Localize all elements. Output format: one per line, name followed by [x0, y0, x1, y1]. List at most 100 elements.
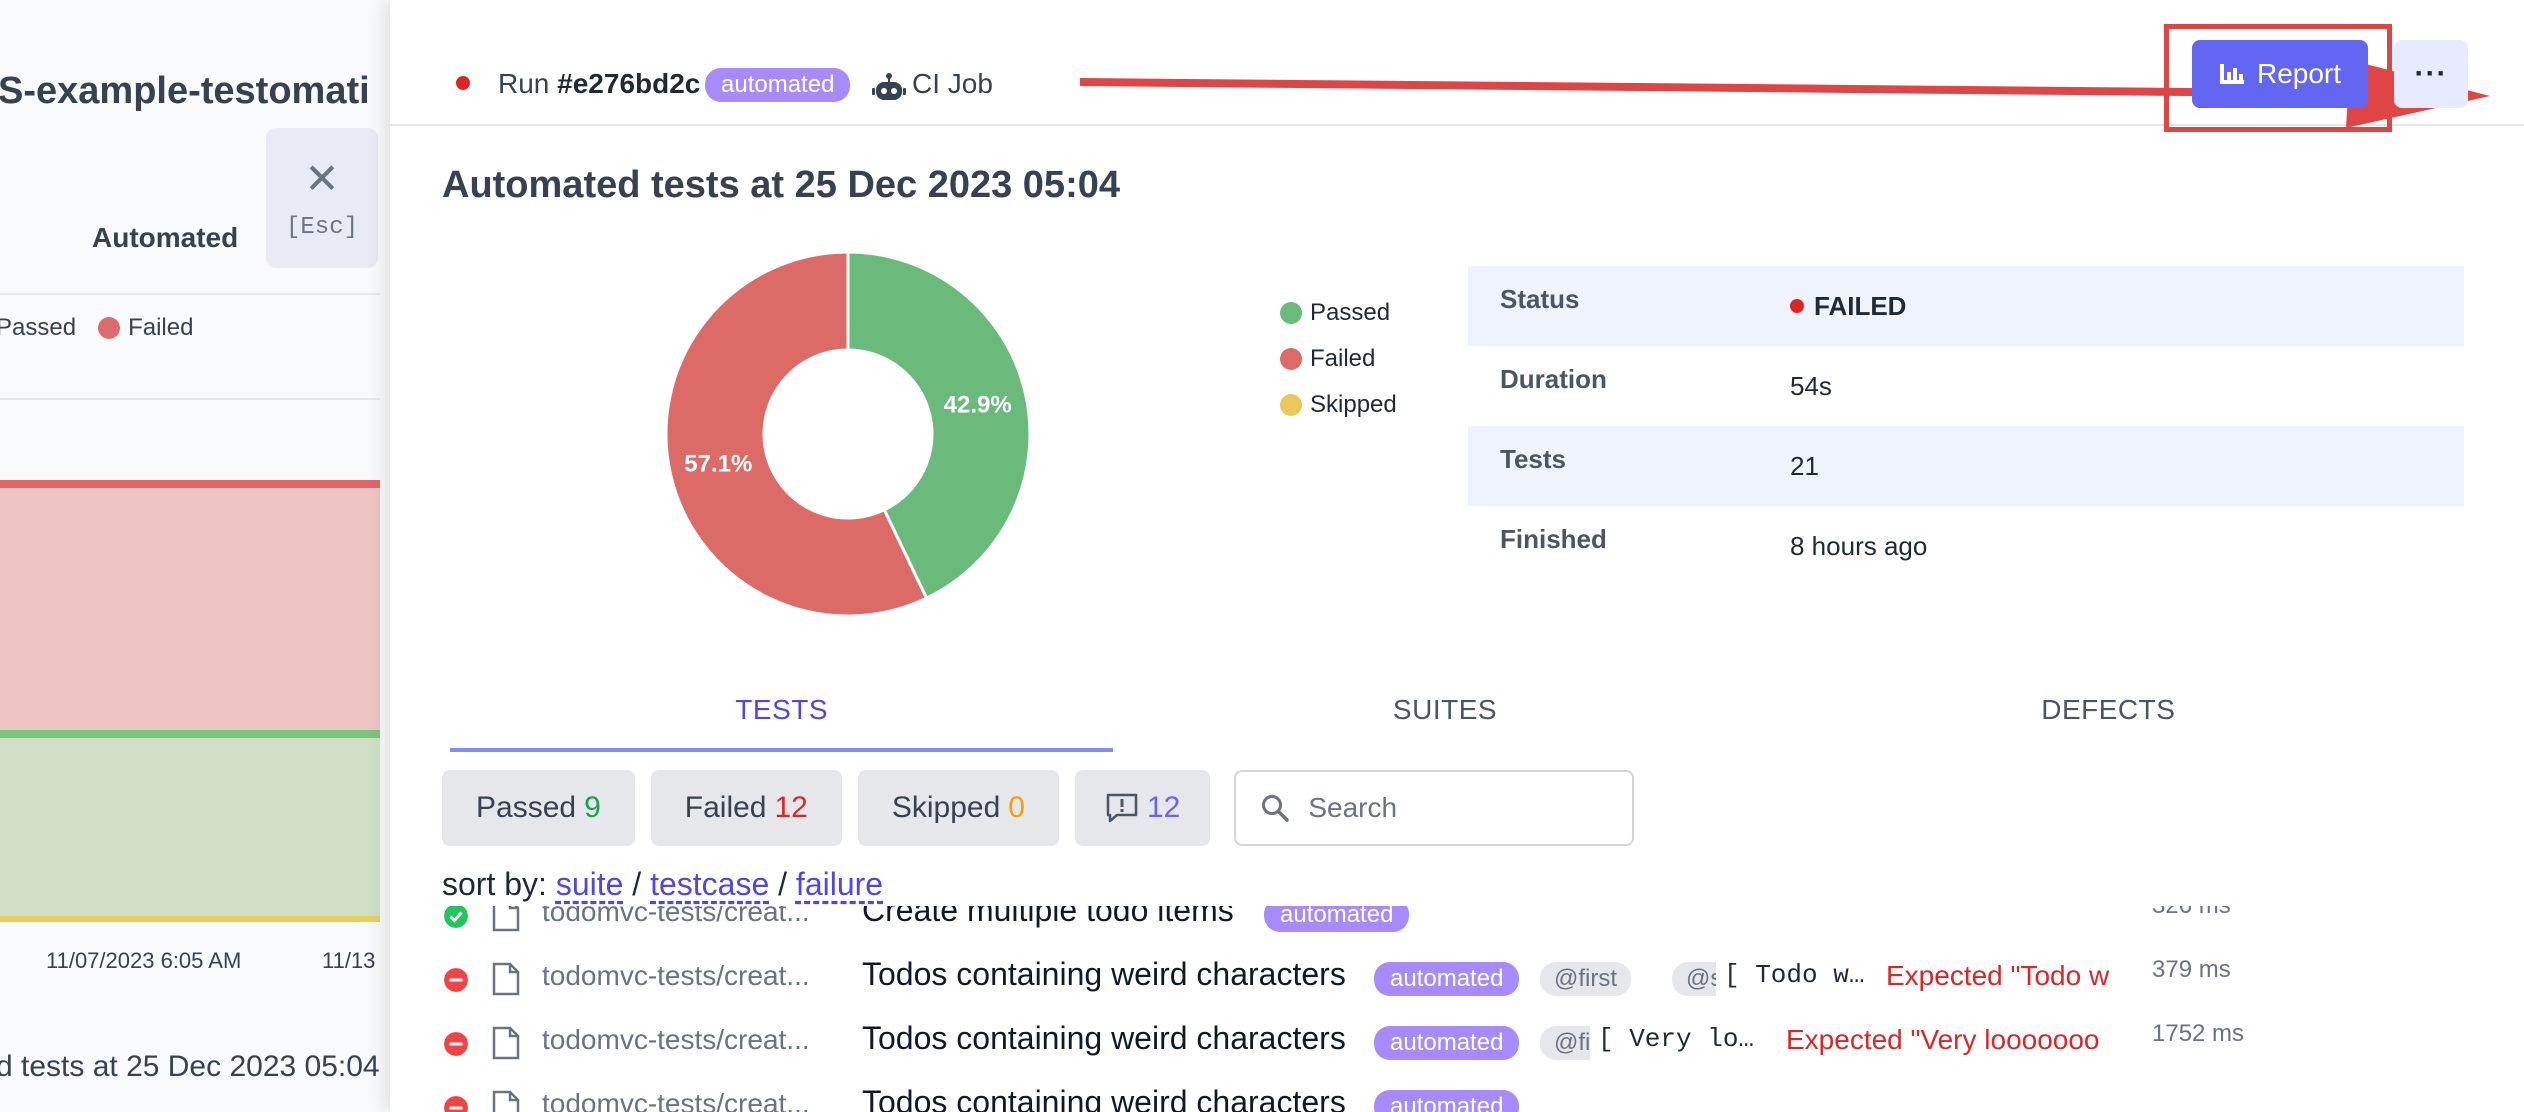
message-icon — [1106, 793, 1138, 823]
run-prefix: Run — [498, 68, 550, 99]
report-button[interactable]: Report — [2192, 40, 2368, 108]
filter-label: Passed — [476, 791, 577, 824]
automated-badge: automated — [1374, 1090, 1520, 1112]
failed-icon — [444, 968, 468, 992]
automated-badge: automated — [1374, 962, 1520, 996]
test-name[interactable]: Todos containing weird characters — [862, 1084, 1346, 1112]
test-suite-path[interactable]: todomvc-tests/creat... — [542, 1024, 810, 1055]
test-name[interactable]: Todos containing weird characters — [862, 956, 1346, 992]
background-chart-failed-area — [0, 480, 380, 732]
background-app: S-example-testomati ✕ [Esc] l Automated … — [0, 0, 400, 1112]
run-drawer: Run #e276bd2c automated CI Job — [390, 0, 2524, 1112]
legend-dot — [1280, 394, 1302, 416]
page-title: Automated tests at 25 Dec 2023 05:04 — [442, 164, 1120, 206]
summary-value: 21 — [1790, 450, 1819, 481]
background-legend: Passed Failed — [0, 314, 193, 342]
sort-by-bar: sort by: suite / testcase / failure — [442, 866, 883, 903]
filter-passed-button[interactable]: Passed 9 — [442, 770, 635, 846]
summary-row-finished: Finished 8 hours ago — [1468, 506, 2464, 586]
background-tab-manual[interactable]: l — [0, 222, 2, 254]
status-text: FAILED — [1814, 290, 1907, 321]
summary-value: 8 hours ago — [1790, 530, 1928, 561]
background-x-tick: 11/07/2023 6:05 AM — [46, 948, 242, 973]
search-icon — [1262, 795, 1290, 822]
summary-row-status: Status FAILED — [1468, 266, 2464, 346]
test-name[interactable]: Create multiple todo items — [862, 906, 1234, 928]
test-tag[interactable]: @s — [1672, 962, 1716, 996]
background-tab-automated[interactable]: Automated — [92, 222, 239, 253]
report-button-label: Report — [2256, 58, 2342, 89]
drawer-header: Run #e276bd2c automated CI Job — [390, 0, 2524, 132]
file-icon — [492, 1026, 520, 1060]
test-name[interactable]: Todos containing weird characters — [862, 1020, 1346, 1056]
close-drawer-button[interactable]: ✕ [Esc] — [266, 128, 378, 268]
esc-hint: [Esc] — [285, 214, 358, 241]
filter-failed-button[interactable]: Failed 12 — [650, 770, 842, 846]
tab-defects[interactable]: DEFECTS — [2041, 694, 2176, 725]
test-error: Expected "Very looooooo — [1786, 1024, 2100, 1055]
sort-separator: / — [632, 866, 642, 902]
background-run-title: d tests at 25 Dec 2023 05:04 — [0, 1050, 380, 1083]
sort-suite-link[interactable]: suite — [555, 866, 624, 902]
run-id[interactable]: #e276bd2c — [557, 68, 701, 99]
filter-count: 0 — [1008, 791, 1025, 824]
test-suite-path[interactable]: todomvc-tests/creat... — [542, 906, 810, 927]
pie-chart-svg: 42.9% 57.1% — [664, 250, 1032, 618]
filter-messages-button[interactable]: 12 — [1074, 770, 1211, 846]
test-row[interactable]: todomvc-tests/creat... Todos containing … — [390, 1012, 2524, 1076]
sort-separator: / — [778, 866, 788, 902]
background-x-tick: 11/13 — [322, 948, 376, 973]
pie-slice-failed[interactable] — [664, 250, 929, 618]
summary-key: Duration — [1500, 363, 1607, 394]
test-duration: 1752 ms — [2152, 1020, 2245, 1047]
legend-failed-dot — [98, 317, 121, 339]
summary-key: Finished — [1500, 523, 1607, 554]
test-message: [ Very lo… — [1598, 1024, 1755, 1054]
file-icon — [492, 962, 520, 996]
legend-item-skipped[interactable]: Skipped — [1280, 382, 1397, 428]
test-message: [ Todo w… — [1724, 960, 1865, 990]
filter-skipped-button[interactable]: Skipped 0 — [857, 770, 1059, 846]
report-highlight-box — [2164, 24, 2392, 132]
tab-tests[interactable]: TESTS — [450, 680, 1114, 752]
test-duration: 326 ms — [2152, 906, 2231, 920]
sort-failure-link[interactable]: failure — [795, 866, 884, 902]
pie-legend: Passed Failed Skipped — [1280, 290, 1397, 428]
test-row[interactable]: todomvc-tests/creat... Todos containing … — [390, 1076, 2524, 1112]
passed-icon — [444, 906, 468, 928]
search-placeholder: Search — [1308, 792, 1398, 823]
legend-label: Skipped — [1310, 391, 1397, 418]
run-status-dot — [456, 76, 470, 90]
test-row[interactable]: todomvc-tests/creat... Create multiple t… — [390, 906, 2524, 948]
legend-item-failed[interactable]: Failed — [1280, 336, 1397, 382]
file-icon — [492, 1090, 520, 1112]
filter-count: 12 — [1146, 791, 1181, 824]
automated-badge: automated — [1374, 1026, 1520, 1060]
summary-row-tests: Tests 21 — [1468, 426, 2464, 506]
more-icon: ··· — [2414, 57, 2448, 90]
test-tag[interactable]: @first — [1540, 962, 1632, 996]
test-tag[interactable]: @fi — [1540, 1026, 1590, 1060]
test-row[interactable]: todomvc-tests/creat... Todos containing … — [390, 948, 2524, 1012]
sort-testcase-link[interactable]: testcase — [650, 866, 770, 902]
results-tabs: TESTS SUITES DEFECTS — [450, 680, 2440, 752]
ci-job-link[interactable]: CI Job — [912, 68, 993, 99]
legend-label: Failed — [1310, 345, 1376, 372]
robot-icon — [872, 73, 906, 100]
search-input[interactable]: Search — [1234, 770, 1635, 846]
test-duration: 379 ms — [2152, 956, 2231, 983]
automated-badge: automated — [1264, 906, 1410, 932]
test-suite-path[interactable]: todomvc-tests/creat... — [542, 1088, 810, 1112]
summary-key: Status — [1500, 283, 1580, 314]
run-label: Run #e276bd2c — [498, 68, 700, 100]
test-suite-path[interactable]: todomvc-tests/creat... — [542, 960, 810, 991]
background-chart-passed-area — [0, 730, 380, 922]
tab-suites[interactable]: SUITES — [1392, 694, 1498, 725]
bar-chart-icon — [2219, 64, 2244, 84]
legend-item-passed[interactable]: Passed — [1280, 290, 1397, 336]
more-options-button[interactable]: ··· — [2394, 40, 2468, 108]
pie-slice-passed[interactable] — [846, 250, 1032, 601]
legend-dot — [1280, 348, 1302, 370]
failed-icon — [444, 1032, 468, 1056]
summary-key: Tests — [1500, 443, 1566, 474]
